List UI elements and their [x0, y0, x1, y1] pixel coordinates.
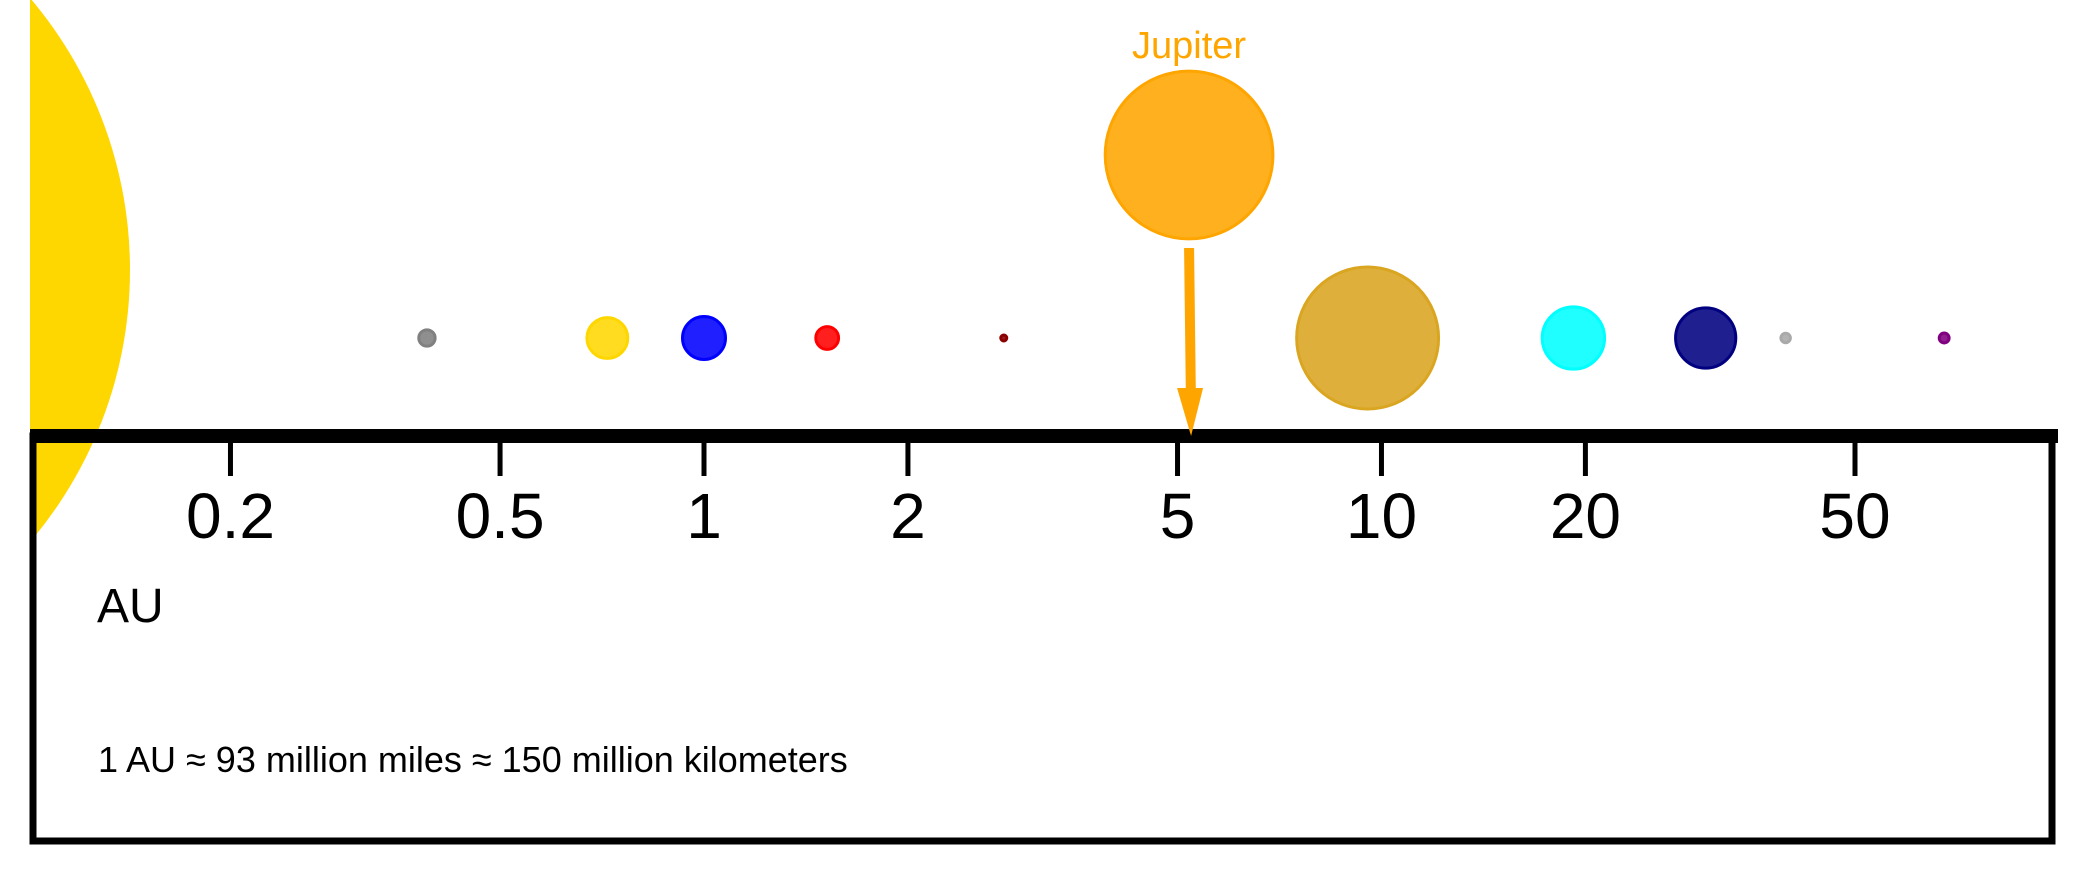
planet-eris: [1937, 331, 1951, 345]
planet-jupiter: [1103, 69, 1275, 241]
planet-saturn: [1295, 265, 1441, 411]
jupiter-label: Jupiter: [1132, 25, 1246, 67]
jupiter-arrow-shaft: [1184, 247, 1197, 413]
planet-mercury: [417, 328, 437, 348]
tick-label: 50: [1819, 480, 1890, 552]
jupiter-arrow-head: [1177, 388, 1204, 436]
jupiter-callout: Jupiter: [1132, 25, 1246, 436]
tick-label: 2: [890, 480, 926, 552]
au-footnote: 1 AU ≈ 93 million miles ≈ 150 million ki…: [98, 739, 848, 780]
axis-ticks: 0.2 0.5 1 2 5 10 20 50: [186, 436, 1891, 552]
tick-label: 1: [686, 480, 722, 552]
tick-label: 20: [1550, 480, 1621, 552]
planet-uranus: [1540, 305, 1607, 371]
tick-label: 0.2: [186, 480, 275, 552]
axis-unit-label: AU: [97, 580, 164, 633]
planet-venus: [585, 316, 630, 360]
planet-neptune: [1674, 306, 1738, 370]
tick-label: 5: [1160, 480, 1196, 552]
tick-label: 0.5: [456, 480, 545, 552]
sun-body: [30, 0, 130, 542]
planet-ceres: [999, 333, 1009, 343]
planet-bodies: [30, 0, 1951, 542]
planet-mars: [814, 325, 841, 351]
tick-label: 10: [1346, 480, 1417, 552]
planet-earth: [681, 315, 727, 361]
axis-box: [29, 432, 2056, 845]
planet-pluto: [1779, 331, 1792, 345]
